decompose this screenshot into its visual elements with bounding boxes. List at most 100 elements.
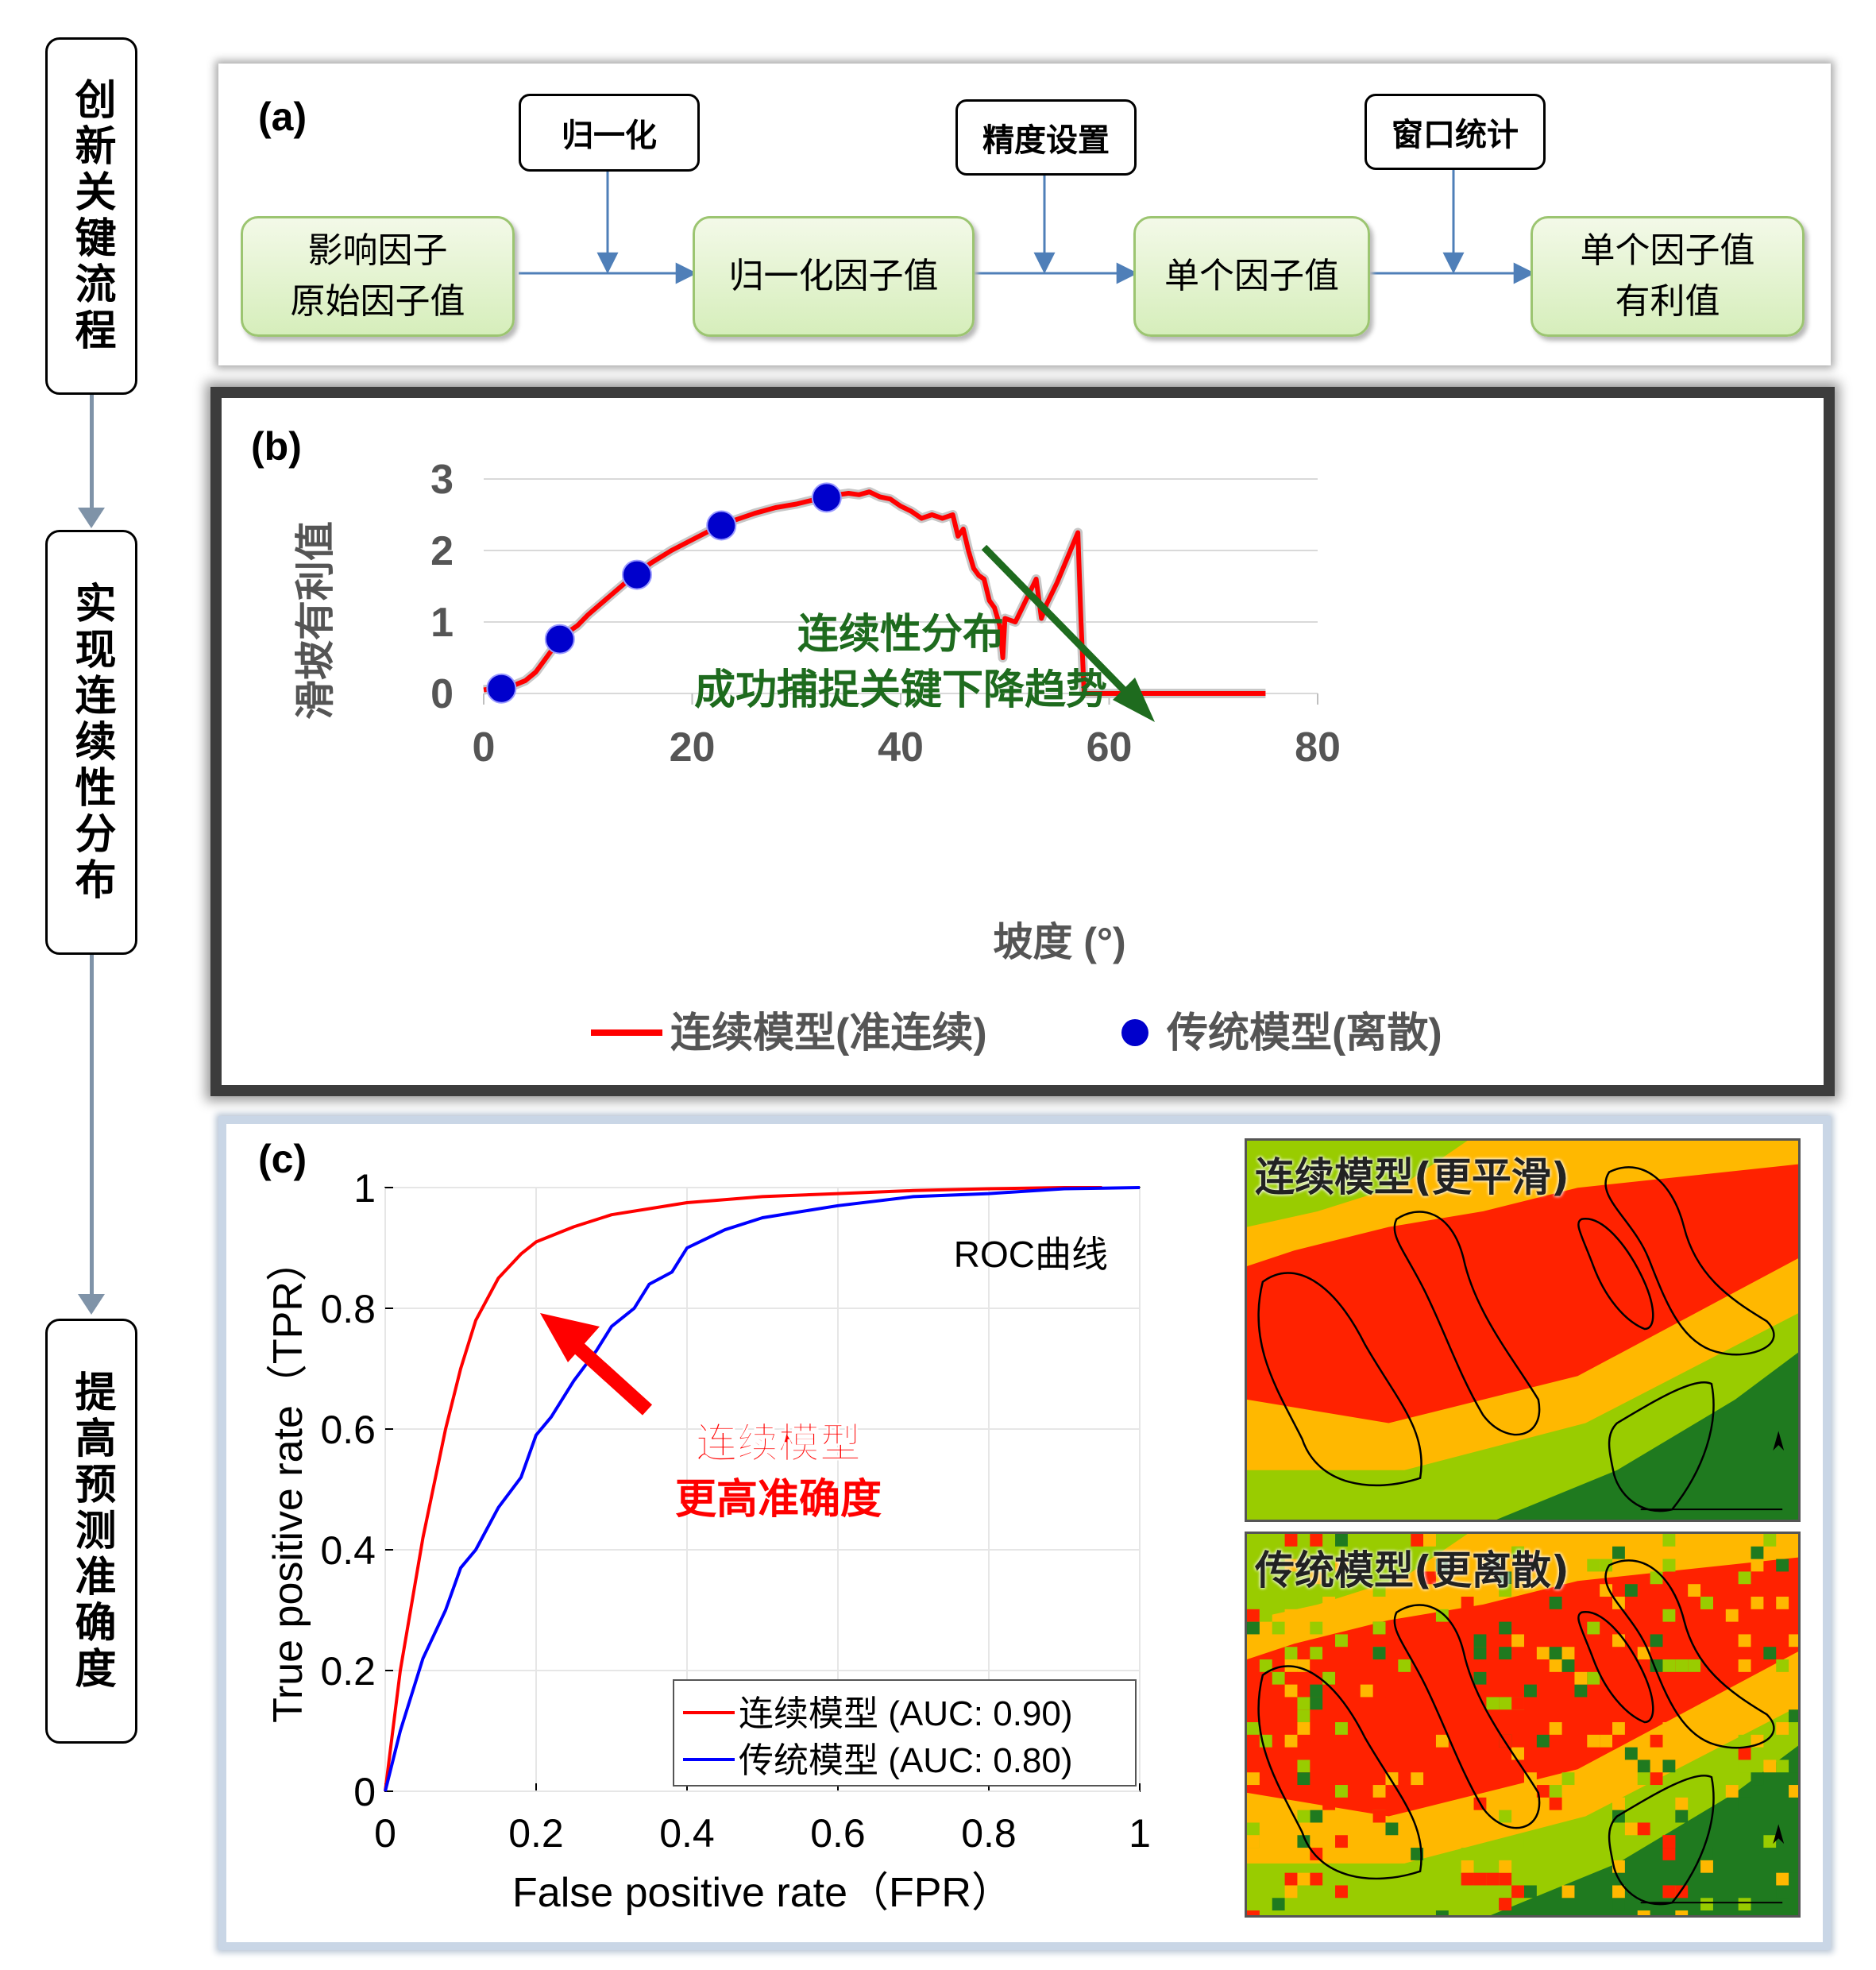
map-noise-cell (1675, 1910, 1689, 1915)
map-noise-cell (1600, 1734, 1613, 1748)
map-noise-cell (1372, 1822, 1386, 1836)
roc-annotation-line-1: 连续模型 (696, 1421, 861, 1467)
map-noise-cell (1284, 1609, 1298, 1622)
map-noise-cell (1536, 1785, 1550, 1798)
annotation-line-2: 成功捕捉关键下降趋势 (694, 667, 1107, 713)
map-noise-cell (1688, 1659, 1701, 1672)
map-continuous: 连续模型(更平滑) (1245, 1138, 1801, 1522)
map-noise-cell (1385, 1684, 1399, 1698)
map-noise-cell (1435, 1785, 1449, 1798)
map-noise-cell (1662, 1885, 1676, 1899)
north-arrow-icon (1773, 1431, 1785, 1451)
map-noise-cell (1511, 1634, 1524, 1647)
map-noise-cell (1738, 1734, 1751, 1748)
map-noise-cell (1297, 1697, 1310, 1710)
map-noise-cell (1499, 1584, 1512, 1597)
x-tick-label: 20 (670, 724, 716, 771)
map-noise-cell (1561, 1772, 1575, 1786)
map-noise-cell (1776, 1697, 1789, 1710)
map-noise-cell (1473, 1872, 1487, 1886)
map-noise-cell (1335, 1785, 1348, 1798)
map-noise-cell (1523, 1885, 1537, 1899)
map-noise-cell (1751, 1597, 1764, 1609)
map-noise-cell (1372, 1785, 1386, 1798)
map-noise-cell (1751, 1559, 1764, 1572)
map-zone-dark-green (1496, 1352, 1798, 1520)
landslide-outline-3 (1604, 1559, 1775, 1749)
map-noise-cell (1259, 1659, 1272, 1672)
map-noise-cell (1637, 1910, 1650, 1915)
map-noise-cell (1398, 1772, 1411, 1786)
landslide-outlines (1257, 1166, 1775, 1512)
map-noise-cell (1461, 1634, 1474, 1647)
map-noise-cell (1284, 1872, 1298, 1886)
map-noise-cell (1360, 1747, 1373, 1760)
continuous-series-line (483, 489, 1266, 696)
map-noise-cell (1751, 1571, 1764, 1585)
map-noise-cell (1398, 1659, 1411, 1672)
map-noise-cell (1549, 1797, 1562, 1810)
map-noise-cell (1272, 1898, 1285, 1911)
roc-legend-traditional: 传统模型 (AUC: 0.80) (739, 1741, 1073, 1780)
map-noise-cell (1549, 1647, 1562, 1660)
x-tick-label: 40 (878, 724, 924, 771)
map-noise-cell (1624, 1584, 1638, 1597)
map-noise-cell (1776, 1559, 1789, 1572)
map-noise-cell (1335, 1722, 1348, 1735)
roc-x-axis-label: False positive rate（FPR） (512, 1870, 1013, 1916)
map-noise-cell (1310, 1697, 1323, 1710)
map-noise-cell (1247, 1835, 1260, 1848)
map-noise-cell (1675, 1659, 1689, 1672)
slope-chart: 0 1 2 3 0 20 40 60 80 坡度 (°) 滑坡有利值 连续性分布 成功捕捉关键下… (293, 457, 1442, 1056)
map-noise-cell (1738, 1634, 1751, 1647)
roc-y-tick-label: 0 (353, 1770, 376, 1814)
map-noise-cell (1662, 1659, 1676, 1672)
map-noise-cell (1435, 1684, 1449, 1698)
map-noise-cell (1360, 1684, 1373, 1698)
map-traditional: 传统模型(更离散) (1245, 1532, 1801, 1918)
map-noise-cell (1284, 1647, 1298, 1660)
map-noise-cell (1310, 1684, 1323, 1698)
map-zone-green-top (1247, 1141, 1468, 1227)
flow-box-favorable-line1: 单个因子值 (1580, 230, 1755, 272)
map-noise-cell (1612, 1722, 1625, 1735)
map-noise-cell (1637, 1772, 1650, 1786)
map-traditional-label: 传统模型(更离散) (1255, 1547, 1569, 1593)
map-noise-cell (1435, 1559, 1449, 1572)
map-noise-cell (1461, 1848, 1474, 1860)
map-noise-cell (1499, 1647, 1512, 1660)
y-axis-label: 滑坡有利值 (293, 521, 338, 720)
map-noise-cell (1725, 1709, 1739, 1723)
map-noise-cell (1284, 1734, 1298, 1748)
flow-box-favorable: 单个因子值 有利值 (1531, 216, 1805, 337)
map-noise-cell (1284, 1885, 1298, 1899)
roc-title: ROC曲线 (954, 1234, 1108, 1275)
legend-traditional-label: 传统模型(离散) (1166, 1010, 1442, 1056)
map-noise-cell (1335, 1559, 1348, 1572)
map-noise-cell (1335, 1835, 1348, 1848)
map-noise-cell (1247, 1684, 1260, 1698)
step-precision: 精度设置 (955, 99, 1137, 176)
map-noise-cell (1398, 1534, 1411, 1547)
map-noise-cell (1297, 1810, 1310, 1823)
map-noise-cell (1536, 1734, 1550, 1748)
map-noise-cell (1738, 1571, 1751, 1585)
map-noise-cell (1763, 1647, 1777, 1660)
map-noise-cell (1310, 1621, 1323, 1635)
map-noise-cell (1435, 1734, 1449, 1748)
map-noise-cell (1372, 1584, 1386, 1597)
roc-x-tick-label: 1 (1129, 1811, 1151, 1856)
map-noise-cell (1247, 1621, 1260, 1635)
map-noise-cell (1435, 1609, 1449, 1622)
map-noise-cell (1600, 1584, 1613, 1597)
map-noise-cell (1423, 1747, 1436, 1760)
map-noise-cell (1700, 1860, 1713, 1873)
map-noise-cell (1499, 1872, 1512, 1886)
map-noise-cell (1637, 1822, 1650, 1836)
map-noise-cell (1523, 1835, 1537, 1848)
continuous-series-shadow (483, 487, 1266, 698)
map-noise-cell (1310, 1647, 1323, 1660)
map-noise-cell (1335, 1634, 1348, 1647)
map-noise-cell (1310, 1659, 1323, 1672)
side-step-2-label: 实现连续性分布 (68, 581, 115, 904)
